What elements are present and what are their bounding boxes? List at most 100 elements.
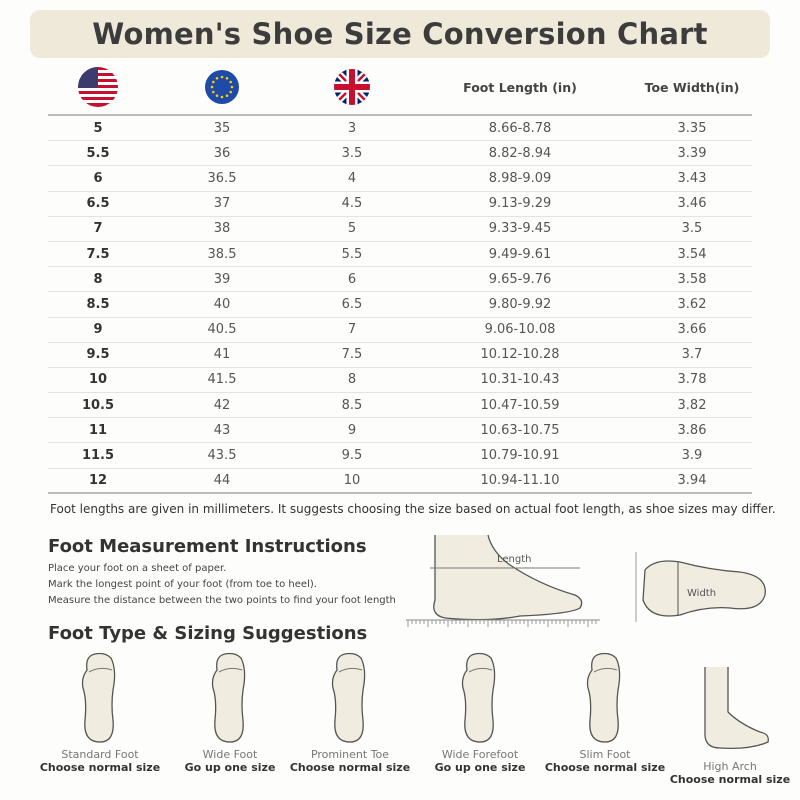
step: Measure the distance between the two poi… xyxy=(48,595,396,606)
table-cell: 11 xyxy=(88,422,108,438)
table-row: 8 39 6 9.65-9.76 3.58 xyxy=(48,267,752,293)
table-cell: 3 xyxy=(347,120,357,136)
table-cell: 8.66-8.78 xyxy=(488,120,552,136)
table-row: 11.5 43.5 9.5 10.79-10.91 3.9 xyxy=(48,443,752,469)
size-suggestion: Choose normal size xyxy=(669,773,791,786)
table-cell: 3.58 xyxy=(677,271,707,287)
table-cell: 9.49-9.61 xyxy=(488,246,552,262)
us-flag-icon xyxy=(78,67,118,107)
foot-type-name: Standard Foot xyxy=(61,748,139,761)
foot-sole-icon xyxy=(81,652,116,743)
size-suggestion: Choose normal size xyxy=(544,761,666,774)
table-cell: 10 xyxy=(88,372,108,388)
table-row: 10 41.5 8 10.31-10.43 3.78 xyxy=(48,368,752,394)
table-row: 7 38 5 9.33-9.45 3.5 xyxy=(48,217,752,242)
foot-type-item: Slim Foot Choose normal size xyxy=(540,650,670,774)
title-banner: Women's Shoe Size Conversion Chart xyxy=(30,10,770,58)
table-row: 7.5 38.5 5.5 9.49-9.61 3.54 xyxy=(48,242,752,268)
page-title: Women's Shoe Size Conversion Chart xyxy=(92,17,708,51)
table-cell: 3.5 xyxy=(681,221,703,237)
header-foot-length: Foot Length (in) xyxy=(463,79,577,95)
table-cell: 10.79-10.91 xyxy=(480,448,560,464)
table-cell: 36 xyxy=(213,145,231,161)
table-cell: 3.54 xyxy=(677,246,707,262)
table-cell: 40.5 xyxy=(207,322,237,338)
table-cell: 4.5 xyxy=(341,196,363,212)
table-cell: 8.82-8.94 xyxy=(488,145,552,161)
table-cell: 6 xyxy=(347,271,357,287)
foot-sole-icon xyxy=(461,652,496,743)
table-cell: 10.94-11.10 xyxy=(480,472,560,488)
table-row: 12 44 10 10.94-11.10 3.94 xyxy=(48,469,752,494)
foot-sole-icon xyxy=(331,652,366,743)
foot-sole-icon xyxy=(211,652,246,743)
table-cell: 42 xyxy=(213,397,231,413)
foot-type-heading: Foot Type & Sizing Suggestions xyxy=(48,623,368,644)
table-row: 6.5 37 4.5 9.13-9.29 3.46 xyxy=(48,192,752,217)
header-toe-width: Toe Width(in) xyxy=(644,79,740,95)
table-cell: 9.5 xyxy=(86,347,110,363)
table-row: 5 35 3 8.66-8.78 3.35 xyxy=(48,116,752,142)
table-cell: 9.65-9.76 xyxy=(488,271,552,287)
table-cell: 43.5 xyxy=(207,448,237,464)
table-cell: 5.5 xyxy=(341,246,363,262)
table-cell: 35 xyxy=(213,120,231,136)
table-cell: 3.7 xyxy=(681,347,703,363)
eu-flag-icon xyxy=(205,70,239,104)
table-cell: 7.5 xyxy=(341,347,363,363)
table-cell: 10.63-10.75 xyxy=(480,422,560,438)
table-cell: 10.5 xyxy=(81,397,115,413)
table-cell: 8.5 xyxy=(341,397,363,413)
table-cell: 10.31-10.43 xyxy=(480,372,560,388)
table-cell: 3.62 xyxy=(677,296,707,312)
foot-type-name: High Arch xyxy=(703,760,757,773)
foot-type-item: Wide Foot Go up one size xyxy=(165,650,295,774)
size-suggestion: Go up one size xyxy=(184,761,276,774)
table-cell: 39 xyxy=(213,271,231,287)
size-suggestion: Choose normal size xyxy=(39,761,161,774)
table-cell: 3.43 xyxy=(677,170,707,186)
size-suggestion: Choose normal size xyxy=(289,761,411,774)
table-cell: 12 xyxy=(88,472,108,488)
table-cell: 40 xyxy=(213,296,231,312)
table-cell: 8 xyxy=(93,271,103,287)
table-cell: 6.5 xyxy=(341,296,363,312)
table-cell: 38.5 xyxy=(207,246,237,262)
foot-type-item: Prominent Toe Choose normal size xyxy=(285,650,415,774)
table-cell: 10 xyxy=(343,472,361,488)
foot-type-item: Wide Forefoot Go up one size xyxy=(415,650,545,774)
table-cell: 8 xyxy=(347,372,357,388)
table-cell: 10.47-10.59 xyxy=(480,397,560,413)
table-cell: 38 xyxy=(213,221,231,237)
table-cell: 9.06-10.08 xyxy=(484,322,556,338)
foot-type-name: Slim Foot xyxy=(579,748,631,761)
high-arch-foot-icon xyxy=(704,667,769,750)
table-cell: 7 xyxy=(347,322,357,338)
foot-type-name: Wide Foot xyxy=(202,748,258,761)
table-cell: 3.86 xyxy=(677,422,707,438)
table-cell: 9.13-9.29 xyxy=(488,196,552,212)
table-cell: 41.5 xyxy=(207,372,237,388)
table-row: 9 40.5 7 9.06-10.08 3.66 xyxy=(48,318,752,343)
foot-type-item: Standard Foot Choose normal size xyxy=(35,650,165,774)
uk-flag-icon xyxy=(334,69,370,105)
table-cell: 7 xyxy=(93,221,103,237)
table-row: 5.5 36 3.5 8.82-8.94 3.39 xyxy=(48,141,752,167)
table-cell: 36.5 xyxy=(207,170,237,186)
table-cell: 6 xyxy=(93,170,103,186)
table-cell: 5 xyxy=(93,120,103,136)
table-cell: 11.5 xyxy=(81,448,115,464)
table-row: 11 43 9 10.63-10.75 3.86 xyxy=(48,418,752,444)
foot-type-item: High Arch Choose normal size xyxy=(665,662,795,786)
table-cell: 6.5 xyxy=(86,196,110,212)
table-cell: 5.5 xyxy=(86,145,110,161)
table-cell: 3.78 xyxy=(677,372,707,388)
foot-sole-icon xyxy=(586,652,621,743)
table-cell: 5 xyxy=(347,221,357,237)
table-header: Foot Length (in) Toe Width(in) xyxy=(48,60,752,116)
table-cell: 9 xyxy=(93,322,103,338)
table-cell: 10.12-10.28 xyxy=(480,347,560,363)
table-cell: 9.5 xyxy=(341,448,363,464)
table-cell: 9 xyxy=(347,422,357,438)
table-row: 8.5 40 6.5 9.80-9.92 3.62 xyxy=(48,292,752,318)
